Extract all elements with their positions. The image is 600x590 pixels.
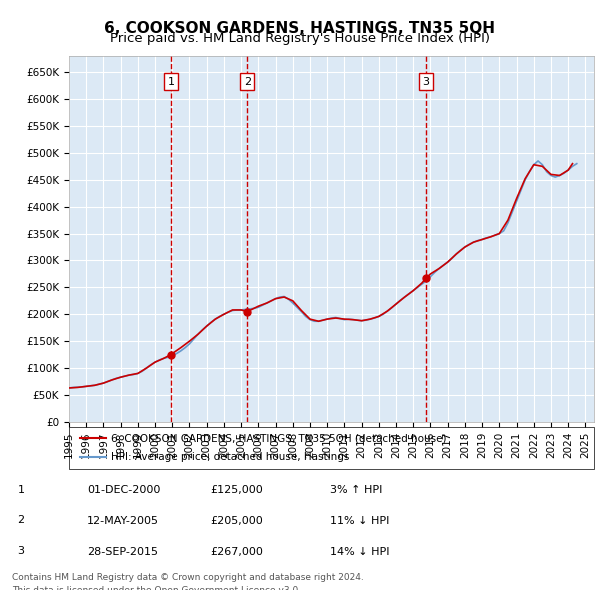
Text: 3% ↑ HPI: 3% ↑ HPI: [330, 486, 382, 495]
Text: 28-SEP-2015: 28-SEP-2015: [87, 547, 158, 556]
Text: 3: 3: [422, 77, 430, 87]
Text: 3: 3: [17, 546, 25, 556]
Text: £125,000: £125,000: [210, 486, 263, 495]
Text: 1: 1: [167, 77, 175, 87]
Text: 14% ↓ HPI: 14% ↓ HPI: [330, 547, 389, 556]
Text: 12-MAY-2005: 12-MAY-2005: [87, 516, 159, 526]
Text: £267,000: £267,000: [210, 547, 263, 556]
Text: 2: 2: [244, 77, 251, 87]
Text: 6, COOKSON GARDENS, HASTINGS, TN35 5QH (detached house): 6, COOKSON GARDENS, HASTINGS, TN35 5QH (…: [111, 434, 446, 444]
Text: 01-DEC-2000: 01-DEC-2000: [87, 486, 160, 495]
Text: 1: 1: [17, 485, 25, 494]
Text: This data is licensed under the Open Government Licence v3.0.: This data is licensed under the Open Gov…: [12, 586, 301, 590]
Text: HPI: Average price, detached house, Hastings: HPI: Average price, detached house, Hast…: [111, 452, 349, 462]
Text: 6, COOKSON GARDENS, HASTINGS, TN35 5QH: 6, COOKSON GARDENS, HASTINGS, TN35 5QH: [104, 21, 496, 35]
Text: 2: 2: [17, 516, 25, 525]
Text: Price paid vs. HM Land Registry's House Price Index (HPI): Price paid vs. HM Land Registry's House …: [110, 32, 490, 45]
Text: Contains HM Land Registry data © Crown copyright and database right 2024.: Contains HM Land Registry data © Crown c…: [12, 573, 364, 582]
Text: 11% ↓ HPI: 11% ↓ HPI: [330, 516, 389, 526]
Text: £205,000: £205,000: [210, 516, 263, 526]
